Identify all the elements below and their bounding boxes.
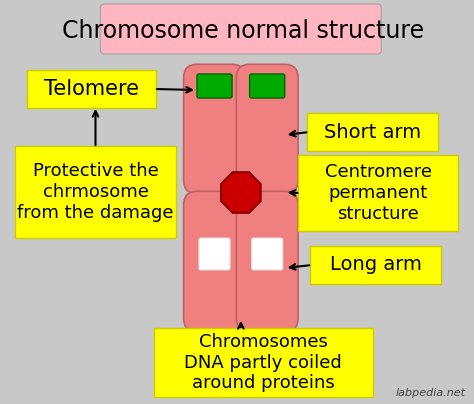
FancyBboxPatch shape	[236, 191, 298, 332]
Text: Chromosome normal structure: Chromosome normal structure	[62, 19, 424, 43]
FancyBboxPatch shape	[199, 238, 230, 270]
Polygon shape	[221, 172, 261, 213]
FancyBboxPatch shape	[27, 70, 156, 108]
FancyBboxPatch shape	[100, 4, 381, 54]
Text: labpedia.net: labpedia.net	[395, 388, 465, 398]
FancyBboxPatch shape	[307, 113, 438, 151]
FancyBboxPatch shape	[183, 191, 246, 332]
Text: Centromere
permanent
structure: Centromere permanent structure	[325, 163, 432, 223]
FancyBboxPatch shape	[310, 246, 441, 284]
FancyBboxPatch shape	[236, 64, 298, 194]
Text: Long arm: Long arm	[329, 255, 421, 274]
FancyBboxPatch shape	[15, 146, 176, 238]
FancyBboxPatch shape	[154, 328, 373, 397]
FancyBboxPatch shape	[299, 155, 458, 231]
FancyBboxPatch shape	[183, 64, 246, 194]
FancyBboxPatch shape	[252, 238, 283, 270]
Text: Telomere: Telomere	[44, 79, 139, 99]
Text: Short arm: Short arm	[324, 122, 421, 141]
FancyBboxPatch shape	[197, 74, 232, 98]
Text: Protective the
chrmosome
from the damage: Protective the chrmosome from the damage	[17, 162, 174, 222]
FancyBboxPatch shape	[250, 74, 285, 98]
Text: Chromosomes
DNA partly coiled
around proteins: Chromosomes DNA partly coiled around pro…	[184, 333, 342, 392]
